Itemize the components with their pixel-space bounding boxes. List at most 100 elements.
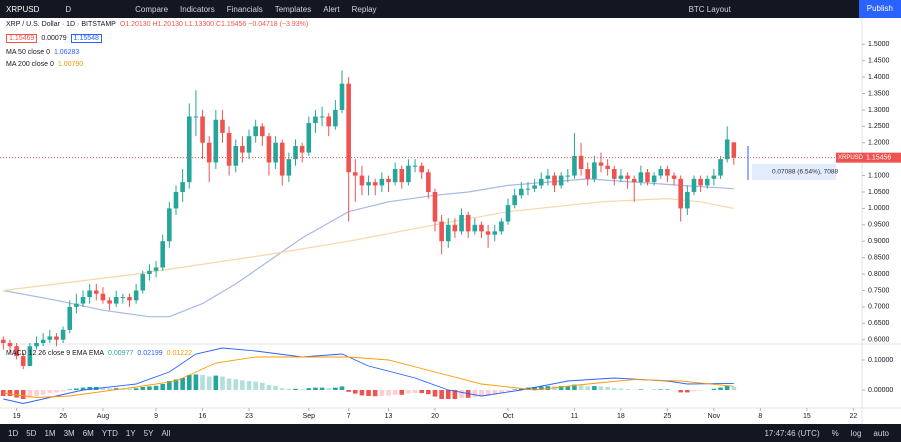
y-tick-label: 1.4000	[868, 74, 890, 81]
macd-histogram-bar	[585, 386, 591, 390]
range-button[interactable]: 1Y	[125, 428, 136, 438]
macd-histogram-bar	[226, 378, 232, 390]
macd-histogram-bar	[306, 388, 312, 390]
candle-body	[93, 290, 99, 294]
ma200-value: 1.00790	[57, 61, 84, 68]
macd-histogram-bar	[246, 381, 252, 390]
y-tick-label: 1.0500	[868, 189, 890, 196]
candle-body	[140, 274, 146, 291]
x-tick-label: 18	[617, 413, 625, 420]
range-button[interactable]: 3M	[63, 428, 75, 438]
macd-histogram-bar	[167, 381, 172, 390]
legend-line: 1.15469 0.00079 1.15548	[6, 34, 106, 43]
legend-line: XRP / U.S. Dollar · 1D · BITSTAMP O1.2013…	[6, 21, 312, 28]
indicator-line	[3, 178, 734, 318]
macd-histogram-bar	[538, 386, 544, 390]
macd-histogram-bar	[240, 380, 245, 390]
macd-histogram-bar	[200, 375, 205, 390]
candle-body	[34, 343, 39, 347]
candle-body	[432, 191, 438, 222]
range-button[interactable]: 5D	[26, 428, 37, 438]
macd-histogram-bar	[432, 390, 438, 397]
macd-histogram-bar	[472, 390, 478, 398]
candle-body	[233, 146, 239, 166]
candle-body	[631, 178, 637, 183]
candle-body	[552, 175, 557, 186]
macd-histogram-bar	[392, 390, 398, 395]
log-toggle[interactable]: log	[850, 428, 862, 438]
candle-body	[299, 146, 305, 153]
candle-body	[399, 169, 405, 183]
macd-histogram-bar	[253, 381, 258, 390]
x-tick-label: 23	[245, 413, 253, 420]
range-button[interactable]: YTD	[101, 428, 118, 438]
candle-body	[260, 126, 265, 137]
macd-histogram-bar	[386, 390, 391, 396]
candle-body	[372, 182, 378, 186]
compare[interactable]: Compare	[135, 4, 169, 14]
macd-histogram-bar	[605, 387, 610, 390]
candle-body	[286, 159, 292, 176]
y-tick-label: 0.6000	[868, 337, 890, 344]
candle-body	[40, 339, 46, 343]
macd-histogram-bar	[80, 387, 86, 390]
templates[interactable]: Templates	[274, 4, 312, 14]
percent-toggle[interactable]: %	[831, 428, 839, 438]
candle-body	[27, 346, 33, 366]
candle-body	[160, 241, 166, 268]
macd-histogram-bar	[127, 388, 132, 390]
x-tick-label: 15	[803, 413, 811, 420]
candle-body	[220, 119, 225, 133]
candle-body	[611, 169, 617, 179]
candle-body	[326, 116, 332, 127]
y-tick-label: 1.1000	[868, 172, 890, 179]
range-button[interactable]: 1M	[44, 428, 56, 438]
alert[interactable]: Alert	[323, 4, 340, 14]
financials[interactable]: Financials	[226, 4, 263, 14]
macd-histogram-bar	[279, 388, 285, 390]
candle-body	[293, 146, 298, 160]
candle-body	[279, 142, 285, 176]
candle-body	[333, 109, 338, 127]
macd-hist-value: 0.00977	[108, 350, 134, 357]
indicator-line	[3, 356, 734, 398]
candle-body	[120, 297, 126, 299]
macd-histogram-bar	[399, 390, 405, 395]
macd-histogram-bar	[724, 385, 730, 390]
spread: 0.00079	[41, 35, 67, 42]
macd-histogram-bar	[452, 390, 458, 399]
symbol[interactable]: XRPUSD	[6, 4, 40, 14]
candle-body	[538, 178, 544, 186]
macd-histogram-bar	[638, 389, 644, 390]
candle-body	[107, 300, 112, 304]
candle-body	[80, 297, 86, 304]
range-button[interactable]: All	[161, 428, 171, 438]
macd-histogram-bar	[359, 390, 365, 396]
chart: 1.5000 1.4500 1.4000 1.3500 1.3000 1.2500 1.20…	[0, 18, 901, 424]
auto-toggle[interactable]: auto	[873, 428, 889, 438]
candle-body	[419, 165, 424, 173]
macd-histogram-bar	[519, 388, 524, 390]
range-button[interactable]: 6M	[82, 428, 94, 438]
candle-body	[240, 146, 245, 153]
candle-body	[193, 116, 199, 118]
candle-body	[505, 205, 511, 222]
candle-body	[339, 83, 345, 110]
layout[interactable]: BTC Layout	[688, 4, 731, 14]
macd-histogram-bar	[113, 388, 119, 390]
range-button[interactable]: 5Y	[143, 428, 154, 438]
indicators[interactable]: Indicators	[180, 4, 215, 14]
interval[interactable]: D	[65, 4, 72, 14]
ask: 1.15548	[70, 34, 102, 43]
candle-body	[578, 155, 584, 170]
publish-button[interactable]: Publish	[858, 0, 901, 18]
range-button[interactable]: 1D	[8, 428, 19, 438]
macd-histogram-bar	[153, 385, 159, 390]
macd-histogram-bar	[718, 387, 723, 390]
candle-body	[479, 224, 484, 232]
candle-body	[313, 116, 318, 124]
x-tick-label: Nov	[708, 413, 721, 420]
y-tick-label: 0.9500	[868, 222, 890, 229]
replay[interactable]: Replay	[351, 4, 377, 14]
last-price-box	[862, 152, 901, 163]
